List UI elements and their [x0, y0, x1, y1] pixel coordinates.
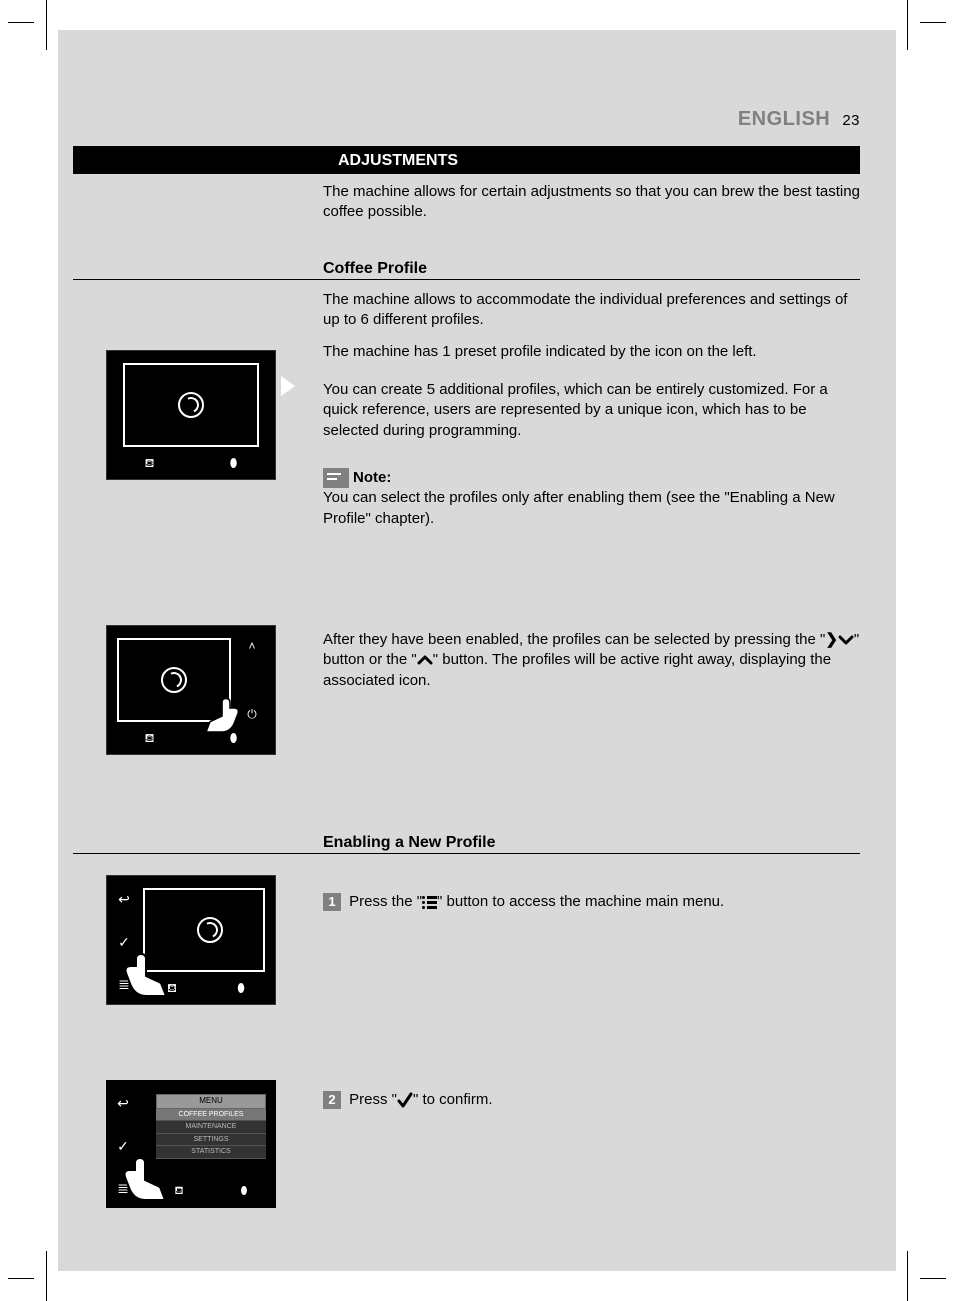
divider: [73, 279, 860, 280]
menu-item: MAINTENANCE: [156, 1121, 266, 1133]
menu-title: MENU: [156, 1094, 266, 1109]
crop-mark: [920, 1278, 946, 1279]
note-body: You can select the profiles only after e…: [323, 488, 860, 529]
text-part: Press ": [349, 1091, 397, 1108]
step-2: 2 Press " " to confirm.: [323, 1090, 860, 1110]
section-bar: ADJUSTMENTS: [73, 146, 860, 174]
chevron-up-icon: ˄: [248, 638, 255, 654]
coffee-profile-p1: The machine allows to accommodate the in…: [323, 290, 860, 331]
text-part: " to confirm.: [413, 1091, 493, 1108]
menu-item: SETTINGS: [156, 1134, 266, 1146]
text-part: Press the ": [349, 893, 422, 910]
page-header: ENGLISH 23: [738, 106, 860, 133]
text-part: " button to access the machine main menu…: [437, 893, 724, 910]
note-icon: [323, 468, 349, 488]
bean-icon: ⬮: [230, 455, 238, 471]
language-label: ENGLISH: [738, 108, 830, 130]
menu-list: MENU COFFEE PROFILES MAINTENANCE SETTING…: [156, 1094, 266, 1159]
section-title: ADJUSTMENTS: [338, 150, 458, 172]
crop-mark: [907, 1251, 908, 1301]
content-area: ENGLISH 23 ADJUSTMENTS The machine allow…: [58, 30, 896, 1271]
check-icon: ✓: [118, 933, 130, 952]
note-label: Note:: [353, 469, 391, 486]
device-illustration-select: ˄ ⏻ ⛾ ⬮: [106, 625, 288, 755]
crop-mark: [920, 22, 946, 23]
chevron-up-icon: [417, 654, 433, 666]
swirl-icon: [161, 667, 187, 693]
crop-mark: [46, 0, 47, 50]
power-icon: ⏻: [247, 706, 257, 722]
swirl-icon: [178, 392, 204, 418]
hand-pointer-icon: [197, 696, 247, 736]
bean-icon: ⬮: [241, 1184, 248, 1202]
enabling-heading: Enabling a New Profile: [323, 832, 860, 854]
text-part: After they have been enabled, the profil…: [323, 631, 825, 648]
coffee-profile-p3: You can create 5 additional profiles, wh…: [323, 380, 860, 441]
manual-page: ENGLISH 23 ADJUSTMENTS The machine allow…: [0, 0, 954, 1301]
hand-pointer-icon: [111, 951, 171, 996]
menu-item: COFFEE PROFILES: [156, 1109, 266, 1121]
note-block: Note: You can select the profiles only a…: [323, 468, 860, 529]
cup-icon: ⛾: [175, 1184, 184, 1202]
crop-mark: [907, 0, 908, 50]
divider: [73, 853, 860, 854]
bean-icon: ⬮: [237, 980, 245, 996]
menu-icon: [422, 896, 437, 909]
step-number-2: 2: [323, 1091, 341, 1109]
coffee-profile-p2: The machine has 1 preset profile indicat…: [323, 342, 860, 362]
chevron-down-icon: [838, 634, 854, 646]
intro-text: The machine allows for certain adjustmen…: [323, 182, 860, 223]
cup-icon: ⛾: [145, 455, 155, 471]
hand-pointer-icon: [110, 1155, 170, 1200]
step-number-1: 1: [323, 893, 341, 911]
crop-mark: [46, 1251, 47, 1301]
swirl-icon: [197, 917, 223, 943]
device-illustration-menu: ↩ ✓ ≣ ⛾ ⬮: [106, 875, 288, 1005]
back-icon: ↩: [118, 890, 130, 909]
menu-item: STATISTICS: [156, 1146, 266, 1158]
crop-mark: [8, 22, 34, 23]
step-1: 1 Press the " " button to access the mach…: [323, 892, 860, 912]
device-illustration-confirm: ↩ ✓ ≣ MENU COFFEE PROFILES MAINTENANCE S…: [106, 1080, 288, 1208]
check-icon: [397, 1091, 413, 1109]
device-illustration-profile: ⛾ ⬮: [106, 350, 288, 480]
profile-select-text: After they have been enabled, the profil…: [323, 630, 860, 691]
check-icon: ✓: [117, 1137, 129, 1156]
page-number: 23: [842, 112, 860, 129]
cup-icon: ⛾: [145, 730, 155, 746]
back-icon: ↩: [117, 1094, 129, 1113]
callout-arrow-icon: [281, 376, 295, 396]
coffee-profile-heading: Coffee Profile: [323, 258, 860, 280]
chevron-down-icon: ❯: [825, 630, 838, 650]
crop-mark: [8, 1278, 34, 1279]
